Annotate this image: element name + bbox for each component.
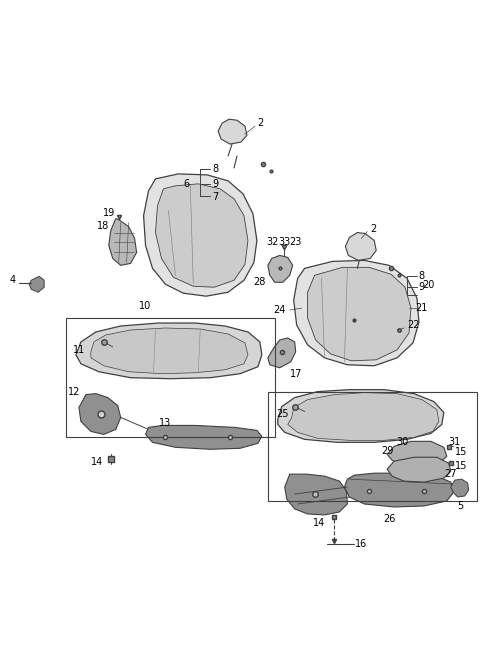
Polygon shape — [268, 255, 293, 282]
Polygon shape — [285, 474, 348, 515]
Bar — [66, 318, 275, 438]
Polygon shape — [387, 457, 451, 482]
Polygon shape — [268, 338, 296, 368]
Text: 7: 7 — [212, 192, 218, 202]
Polygon shape — [79, 394, 120, 434]
Bar — [268, 392, 477, 501]
Polygon shape — [156, 184, 248, 287]
Polygon shape — [218, 119, 247, 144]
Text: 15: 15 — [455, 461, 467, 471]
Text: 13: 13 — [159, 419, 171, 428]
Polygon shape — [451, 479, 468, 497]
Text: 31: 31 — [449, 438, 461, 447]
Text: 27: 27 — [444, 469, 457, 479]
Polygon shape — [29, 276, 44, 292]
Text: 15: 15 — [455, 447, 467, 457]
Text: 23: 23 — [289, 237, 302, 247]
Polygon shape — [387, 441, 447, 467]
Text: 8: 8 — [418, 272, 424, 281]
Text: 17: 17 — [289, 369, 302, 379]
Polygon shape — [278, 390, 444, 442]
Polygon shape — [91, 328, 248, 374]
Text: 6: 6 — [183, 179, 190, 189]
Text: 11: 11 — [73, 345, 85, 355]
Text: 32: 32 — [266, 237, 279, 247]
Text: 12: 12 — [68, 386, 80, 397]
Text: 19: 19 — [103, 208, 115, 218]
Polygon shape — [308, 268, 411, 361]
Text: 33: 33 — [278, 237, 291, 247]
Polygon shape — [145, 426, 262, 449]
Text: 16: 16 — [355, 539, 367, 549]
Text: 9: 9 — [212, 179, 218, 189]
Text: 14: 14 — [313, 518, 325, 528]
Text: 18: 18 — [96, 220, 109, 231]
Text: 4: 4 — [9, 276, 15, 285]
Polygon shape — [288, 393, 439, 440]
Text: 30: 30 — [396, 438, 408, 447]
Text: 25: 25 — [276, 409, 289, 419]
Polygon shape — [344, 473, 454, 507]
Text: 21: 21 — [415, 303, 427, 313]
Text: 14: 14 — [91, 457, 103, 467]
Polygon shape — [144, 174, 257, 297]
Text: 26: 26 — [383, 514, 396, 524]
Text: 22: 22 — [408, 320, 420, 330]
Polygon shape — [76, 323, 262, 379]
Text: 20: 20 — [423, 280, 435, 290]
Text: 29: 29 — [381, 446, 393, 457]
Text: 5: 5 — [457, 501, 464, 511]
Text: 9: 9 — [418, 282, 424, 292]
Polygon shape — [109, 218, 137, 266]
Text: 2: 2 — [257, 118, 263, 128]
Polygon shape — [346, 233, 376, 260]
Text: 24: 24 — [274, 305, 286, 315]
Text: 2: 2 — [370, 224, 376, 234]
Text: 10: 10 — [139, 301, 152, 311]
Text: 8: 8 — [212, 164, 218, 174]
Text: 28: 28 — [254, 277, 266, 287]
Polygon shape — [294, 260, 419, 366]
